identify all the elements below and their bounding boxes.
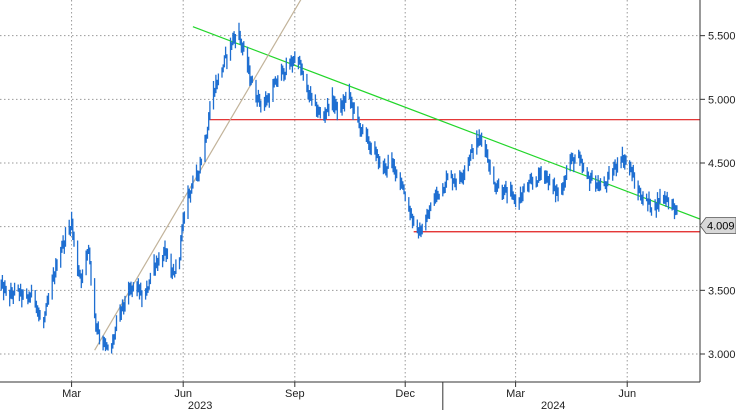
gridlines bbox=[0, 0, 700, 382]
price-series bbox=[0, 22, 678, 354]
x-month-label: Mar bbox=[506, 388, 525, 400]
x-year-label: 2023 bbox=[188, 400, 212, 410]
axes bbox=[0, 0, 705, 410]
x-month-label: Mar bbox=[62, 388, 81, 400]
x-month-label: Sep bbox=[285, 388, 305, 400]
trend-line bbox=[192, 26, 700, 220]
last-value-label: 4.009 bbox=[707, 221, 735, 233]
x-month-label: Dec bbox=[395, 388, 415, 400]
last-value-badge-shape bbox=[699, 217, 736, 234]
y-tick-label: 5.000 bbox=[708, 94, 736, 106]
x-year-label: 2024 bbox=[541, 400, 565, 410]
y-tick-label: 3.000 bbox=[708, 349, 736, 361]
y-tick-label: 5.500 bbox=[708, 31, 736, 43]
x-month-label: Jun bbox=[174, 388, 192, 400]
last-value-badge: 4.009 bbox=[699, 217, 736, 234]
y-tick-label: 3.500 bbox=[708, 285, 736, 297]
x-month-label: Jun bbox=[618, 388, 636, 400]
y-tick-label: 4.500 bbox=[708, 158, 736, 170]
price-bars bbox=[0, 22, 678, 354]
